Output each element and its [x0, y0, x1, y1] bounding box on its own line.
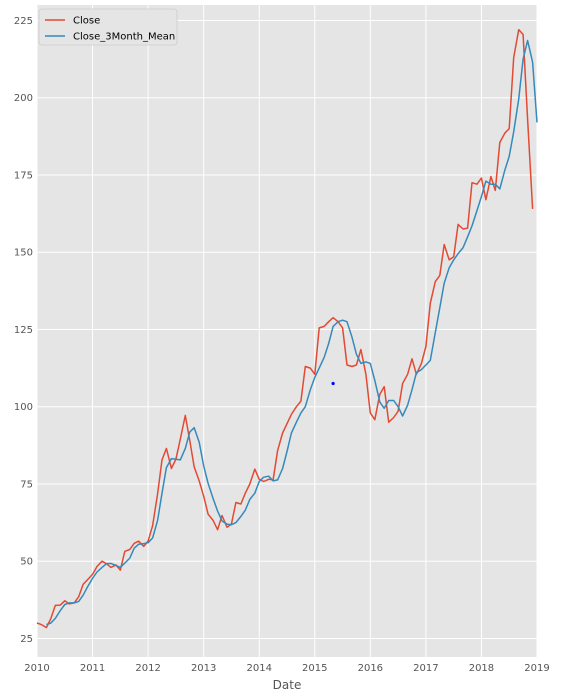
x-tick-label: 2010 — [24, 663, 49, 674]
x-tick-label: 2013 — [191, 663, 216, 674]
y-tick-label: 50 — [20, 557, 33, 568]
series-line-0 — [36, 28, 534, 629]
x-tick-label: 2018 — [469, 663, 494, 674]
y-tick-label: 175 — [14, 170, 33, 181]
x-axis-tick-labels: 2010 2011 2012 2013 2014 2015 2016 2017 2018 2019 — [24, 663, 549, 674]
x-tick-label: 2012 — [135, 663, 160, 674]
x-tick-label: 2015 — [302, 663, 327, 674]
x-axis-title: Date — [273, 678, 302, 692]
legend-label: Close — [73, 16, 100, 27]
y-tick-label: 225 — [14, 16, 33, 27]
legend-box — [38, 8, 178, 46]
y-tick-label: 150 — [14, 248, 33, 259]
x-tick-label: 2011 — [80, 663, 105, 674]
x-tick-label: 2017 — [413, 663, 438, 674]
y-tick-label: 25 — [20, 634, 33, 645]
x-tick-label: 2019 — [524, 663, 549, 674]
annotation-layer — [331, 381, 335, 386]
series-line-1 — [46, 39, 538, 626]
y-tick-label: 125 — [14, 325, 33, 336]
y-tick-label: 100 — [14, 402, 33, 413]
series-layer — [36, 28, 538, 629]
legend-label: Close_3Month_Mean — [73, 32, 175, 43]
plot-area — [37, 5, 537, 657]
x-tick-label: 2014 — [246, 663, 271, 674]
vertical-gridlines — [36, 5, 538, 657]
y-tick-label: 75 — [20, 479, 33, 490]
y-axis-tick-labels: 25 50 75 100 125 150 175 200 225 — [14, 16, 33, 645]
y-tick-label: 200 — [14, 93, 33, 104]
x-tick-label: 2016 — [358, 663, 383, 674]
legend: Close Close_3Month_Mean — [38, 8, 178, 46]
annotation-point — [331, 381, 335, 386]
